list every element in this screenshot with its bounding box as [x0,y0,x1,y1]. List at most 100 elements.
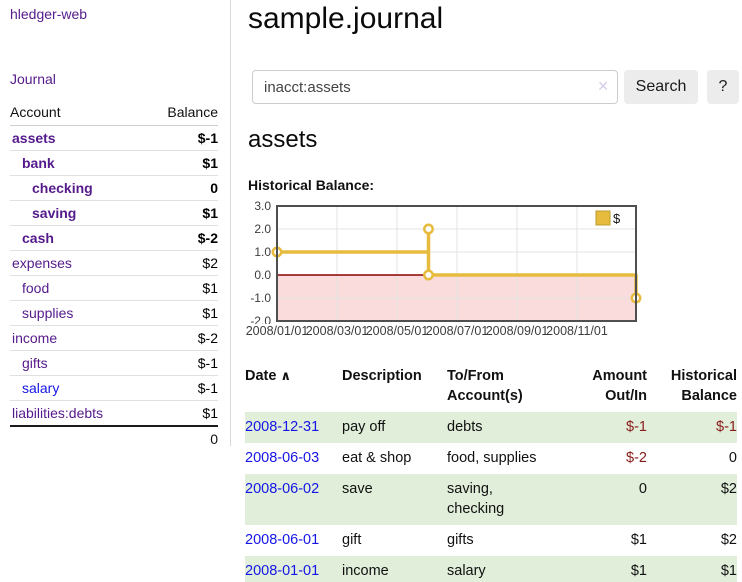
account-link-salary[interactable]: salary [22,380,60,396]
x-axis-tick-label: 2008/01/01 [245,324,309,338]
transaction-amount: $-1 [565,412,647,443]
account-row: checking 0 [10,175,218,201]
accounts-total-row: 0 [10,425,218,451]
data-point-marker [423,223,434,235]
register-header-row: Date ∧ Description To/From Account(s) Am… [245,362,737,412]
register-header-amount: Amount Out/In [565,362,647,412]
register-header-description: Description [342,368,422,384]
account-link-expenses[interactable]: expenses [12,255,72,271]
transaction-row: 2008-06-03 eat & shop food, supplies $-2 0 [245,443,737,474]
transaction-date-link[interactable]: 2008-12-31 [245,419,320,435]
chart-legend: $ [595,210,621,226]
x-axis-tick-label: 2008/11/01 [546,324,608,338]
account-row: supplies $1 [10,300,218,326]
chart-heading: Historical Balance: [248,177,375,193]
transaction-accounts: debts [447,412,565,443]
account-balance: $-2 [144,225,218,251]
svg-text:3.0: 3.0 [254,200,271,213]
svg-text:-1.0: -1.0 [250,291,271,305]
register-header-date[interactable]: Date ∧ [245,362,342,412]
account-row: expenses $2 [10,250,218,276]
search-input[interactable] [252,70,618,104]
balance-header-line1: Historical [670,368,737,384]
search-button[interactable]: Search [624,70,698,104]
svg-text:1.0: 1.0 [254,245,271,259]
x-axis-tick-label: 2008/05/01 [365,324,429,338]
transaction-date-link[interactable]: 2008-06-02 [245,481,320,497]
transaction-description: save [342,474,447,525]
account-row: assets $-1 [10,125,218,151]
account-row: salary $-1 [10,375,218,401]
transaction-row: 2008-06-02 save saving, checking 0 $2 [245,474,737,525]
transaction-date-link[interactable]: 2008-06-01 [245,532,320,548]
chart-svg: 3.0 2.0 1.0 0.0 -1.0 -2.0 $ [250,200,642,324]
accounts-total-spacer [10,425,145,451]
page-title: sample.journal [248,2,444,35]
svg-text:2.0: 2.0 [254,222,271,236]
account-balance: $2 [144,250,218,276]
account-link-assets[interactable]: assets [12,130,56,146]
transaction-accounts: saving, checking [447,474,565,525]
transaction-amount: $-2 [626,450,647,466]
svg-text:0.0: 0.0 [254,268,271,282]
transaction-row: 2008-01-01 income salary $1 $1 [245,556,737,582]
transaction-row: 2008-06-01 gift gifts $1 $2 [245,525,737,556]
account-link-food[interactable]: food [22,280,50,296]
account-row: gifts $-1 [10,350,218,376]
transaction-accounts: gifts [447,532,474,548]
account-link-liabilities-debts[interactable]: liabilities:debts [12,405,104,421]
balance-header-line2: Balance [681,388,737,404]
account-link-cash[interactable]: cash [22,230,54,246]
transaction-balance: $1 [647,556,737,582]
accounts-table: Account Balance assets $-1 bank $1 checking 0… [10,100,218,451]
svg-text:-2.0: -2.0 [250,314,271,324]
account-link-supplies[interactable]: supplies [22,305,74,321]
transaction-balance: $2 [720,532,737,548]
accounts-header-row: Account Balance [10,100,218,126]
register-header-accounts: To/From Account(s) [447,362,565,412]
account-link-bank[interactable]: bank [22,155,55,171]
sidebar: hledger-web Journal Account Balance asse… [0,0,231,451]
transaction-row: 2008-12-31 pay off debts $-1 $-1 [245,412,737,443]
register-table: Date ∧ Description To/From Account(s) Am… [245,362,737,582]
account-balance: $1 [144,275,218,301]
account-link-saving[interactable]: saving [32,205,77,221]
transaction-description: income [342,556,447,582]
account-link-gifts[interactable]: gifts [22,355,48,371]
transaction-date-link[interactable]: 2008-01-01 [245,563,320,579]
brand-link[interactable]: hledger-web [10,6,88,22]
account-balance: $-2 [144,325,218,351]
account-balance: $-1 [144,375,218,401]
transaction-balance: $2 [647,474,737,525]
help-button[interactable]: ? [707,70,739,104]
accounts-body: assets $-1 bank $1 checking 0 saving $1 cash $-2 e… [10,125,218,427]
legend-label: $ [613,211,621,226]
clear-search-icon[interactable]: ✕ [597,78,609,94]
transaction-description: eat & shop [342,450,412,466]
account-row: liabilities:debts $1 [10,400,218,427]
transaction-amount: $1 [630,532,647,548]
account-balance: $1 [144,300,218,326]
account-link-income[interactable]: income [12,330,58,346]
accounts-header-line1: To/From [447,368,504,384]
date-header-label: Date [245,368,277,384]
account-balance: $1 [144,200,218,226]
x-axis-tick-label: 2008/03/01 [305,324,369,338]
account-balance: 0 [144,175,218,201]
sidebar-item-journal[interactable]: Journal [10,71,56,87]
accounts-header-balance: Balance [144,100,218,126]
account-row: food $1 [10,275,218,301]
register-body: 2008-12-31 pay off debts $-1 $-1 2008-06-03 ea… [245,412,737,582]
search-input-wrap: ✕ [252,70,618,104]
transaction-balance: $-1 [647,412,737,443]
register-header-balance: Historical Balance [647,362,737,412]
legend-swatch [595,210,611,226]
account-balance: $1 [144,400,218,427]
transaction-description: gift [342,532,362,548]
accounts-total-value: 0 [144,425,218,451]
account-link-checking[interactable]: checking [32,180,93,196]
transaction-date-link[interactable]: 2008-06-03 [245,450,320,466]
amount-header-line1: Amount [592,368,647,384]
transaction-amount: $1 [565,556,647,582]
